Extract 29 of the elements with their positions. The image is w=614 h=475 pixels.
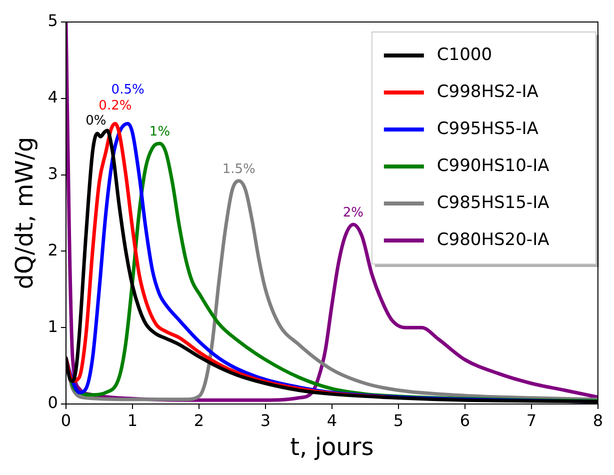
legend-label: C980HS20-IA	[436, 230, 550, 250]
annotation: 0.2%	[98, 98, 132, 114]
legend-label: C985HS15-IA	[436, 192, 550, 213]
y-tick-label: 0	[48, 393, 58, 412]
y-tick-label: 2	[48, 240, 58, 260]
annotation: 0.5%	[111, 82, 144, 98]
legend-label: C990HS10-IA	[436, 156, 550, 176]
y-tick-label: 3	[48, 164, 58, 183]
x-tick-label: 5	[393, 410, 404, 430]
x-tick-label: 6	[460, 410, 470, 430]
x-tick-label: 3	[260, 410, 271, 430]
x-axis-title: t, jours	[290, 432, 374, 461]
annotation: 1%	[149, 124, 170, 140]
x-tick-label: 7	[526, 410, 537, 430]
legend-label: C1000	[436, 44, 492, 65]
x-tick-label: 1	[127, 410, 138, 430]
x-tick-label: 0	[60, 410, 72, 430]
annotation: 0%	[86, 114, 106, 129]
annotation: 1.5%	[222, 162, 256, 177]
x-tick-label: 4	[326, 410, 338, 430]
y-axis-title: dQ/dt, mW/g	[10, 136, 39, 290]
y-tick-label: 1	[48, 316, 58, 336]
annotation: 2%	[342, 205, 364, 220]
legend-label: C998HS2-IA	[436, 82, 539, 102]
legend-label: C995HS5-IA	[436, 118, 539, 139]
y-tick-label: 5	[48, 11, 58, 30]
y-tick-label: 4	[48, 88, 58, 107]
x-tick-label: 2	[194, 410, 204, 430]
x-tick-label: 8	[592, 410, 604, 430]
